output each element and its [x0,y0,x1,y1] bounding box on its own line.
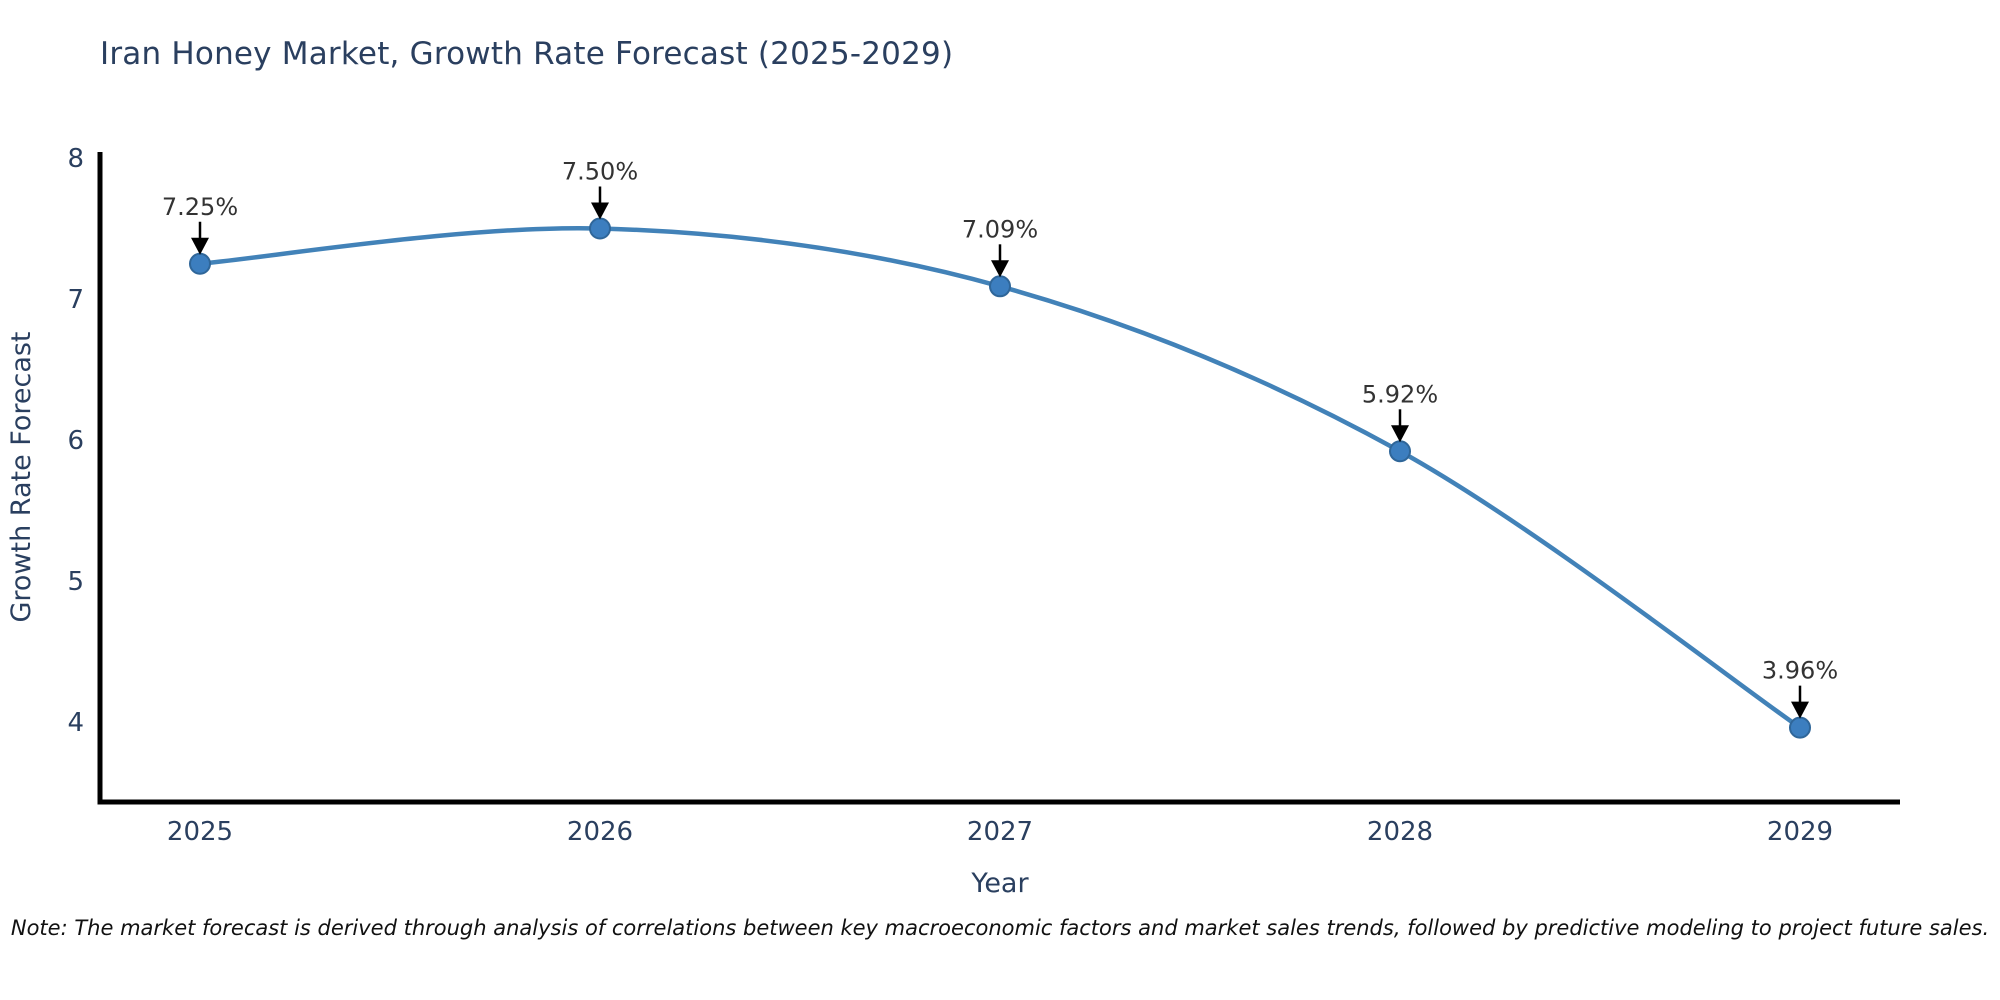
data-point-label: 3.96% [1762,657,1838,685]
annotation-arrowhead [991,260,1009,278]
data-point-label: 7.25% [162,193,238,221]
x-tick-label: 2027 [967,817,1033,847]
annotation-arrowhead [1391,425,1409,443]
chart-title: Iran Honey Market, Growth Rate Forecast … [100,36,954,72]
x-axis-title: Year [970,868,1029,899]
data-point-marker [1389,440,1411,463]
y-tick-label: 5 [67,567,84,597]
annotation-arrowhead [591,202,609,220]
y-tick-label: 4 [67,708,84,738]
y-axis-title: Growth Rate Forecast [6,331,37,622]
series-line [197,225,1803,730]
data-point-label: 7.50% [562,158,638,186]
data-point-marker [989,275,1011,298]
footnote: Note: The market forecast is derived thr… [10,916,1990,940]
data-point-label: 7.09% [962,215,1038,243]
y-tick-label: 7 [67,285,84,315]
data-point-marker [1789,716,1811,739]
data-point-marker [589,217,611,240]
x-tick-label: 2025 [167,817,233,847]
x-tick-label: 2029 [1767,817,1833,847]
line-chart: 8 7 6 5 4 2025 2026 2027 2028 2029 Growth Rate For… [6,144,1900,899]
data-point-label: 5.92% [1362,380,1438,408]
y-tick-label: 8 [67,144,84,174]
x-tick-label: 2028 [1367,817,1433,847]
y-tick-label: 6 [67,426,84,456]
data-point-marker [189,252,211,275]
x-tick-label: 2026 [567,817,633,847]
annotation-arrowhead [1791,701,1809,719]
annotation-arrowhead [191,237,209,255]
